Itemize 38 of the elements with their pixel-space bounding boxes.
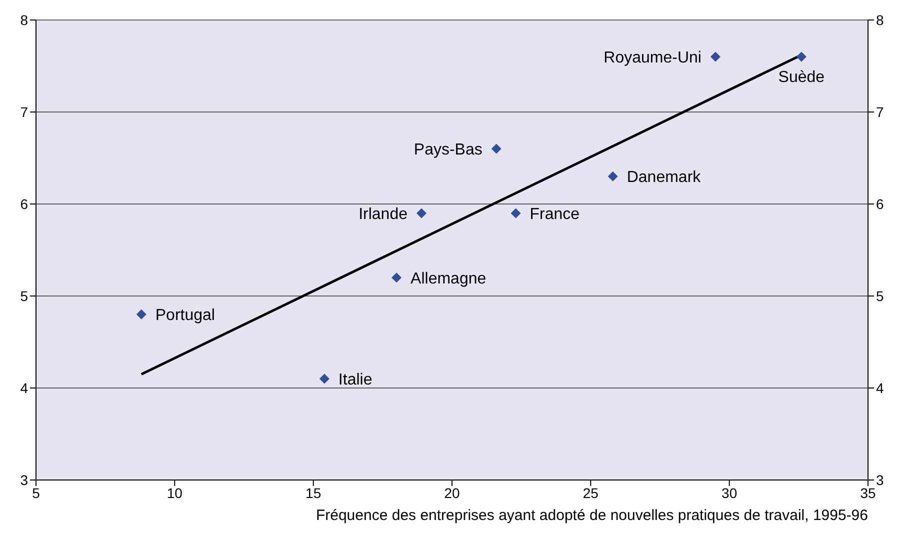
y2-tick-label: 6	[876, 196, 884, 212]
y-tick-label: 8	[20, 12, 28, 28]
y-tick-label: 3	[20, 472, 28, 488]
y2-tick-label: 7	[876, 104, 884, 120]
annotation: Royaume-Uni	[604, 49, 702, 66]
x-tick-label: 15	[306, 484, 322, 501]
y-tick-label: 6	[20, 196, 28, 212]
y2-tick-label: 4	[876, 380, 884, 396]
point	[608, 171, 618, 182]
x-tick-label: 30	[722, 484, 738, 501]
point	[491, 144, 502, 154]
annotation: Pays-Bas	[414, 141, 482, 158]
y-tick-label: 7	[20, 104, 28, 120]
annotation: Suède	[778, 69, 825, 86]
y-tick-label: 5	[20, 288, 28, 304]
x-tick-label: 10	[166, 484, 183, 501]
y2-tick-label: 3	[876, 472, 884, 488]
annotation: Portugal	[155, 307, 215, 324]
x-tick-label: 25	[582, 484, 599, 501]
x-tick-label: 35	[860, 484, 876, 501]
point	[136, 309, 146, 320]
annotation: Irlande	[358, 206, 408, 223]
point	[796, 52, 806, 62]
x-tick-label: 20	[444, 484, 460, 501]
annotation: France	[530, 206, 580, 223]
point	[392, 272, 402, 283]
annotation: Danemark	[626, 169, 702, 186]
annotation: Italie	[338, 371, 372, 388]
x-tick-label: 5	[32, 484, 40, 501]
annotation: Allemagne	[410, 270, 486, 288]
point	[710, 52, 720, 62]
y-tick-label: 4	[20, 380, 28, 396]
point	[416, 208, 426, 218]
y2-tick-label: 5	[876, 288, 884, 304]
y2-tick-label: 8	[876, 12, 884, 28]
point	[319, 374, 330, 384]
x-axis-title: Fréquence des entreprises ayant adopté de nouvelles pratiques de travail, 1995-96	[316, 507, 868, 524]
point	[510, 208, 521, 218]
